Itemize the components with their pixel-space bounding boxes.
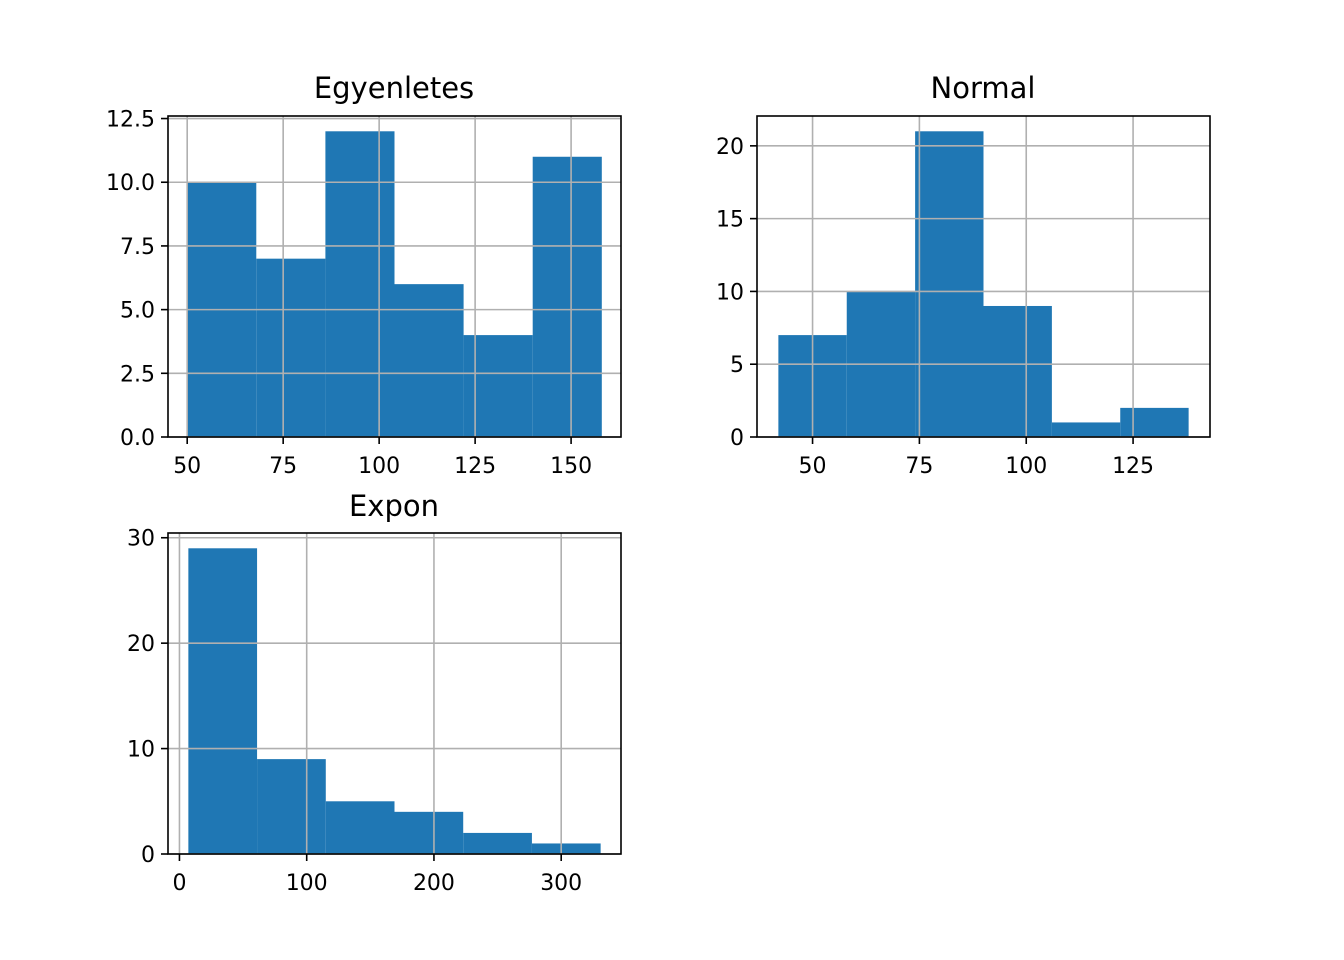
histogram-normal: Normal 50 75 100 125 0 5 10 15 20 [716,71,1211,479]
histogram-expon: Expon 0 100 200 300 0 10 20 30 [127,489,622,896]
y-tick-label-normal-4: 20 [716,135,744,160]
x-tick-label-expon-2: 200 [413,871,455,896]
x-tick-label-egyenletes-4: 150 [550,454,592,479]
y-tick-label-normal-0: 0 [730,426,744,451]
x-tick-label-egyenletes-2: 100 [358,454,400,479]
x-tick-label-normal-3: 125 [1112,454,1154,479]
chart-title-egyenletes: Egyenletes [314,71,474,105]
x-tick-label-expon-1: 100 [286,871,328,896]
bar-expon-0 [188,548,258,854]
bar-normal-2 [915,131,984,438]
bar-egyenletes-2 [325,131,395,438]
bar-normal-3 [983,305,1052,437]
axes-frame-expon [167,532,622,855]
bar-egyenletes-3 [394,284,464,437]
bar-expon-5 [531,843,601,854]
histogram-egyenletes: Egyenletes 50 75 100 125 150 0.0 2.5 5.0 7.5 10.0… [106,71,622,479]
x-tick-label-egyenletes-1: 75 [269,454,297,479]
x-tick-label-expon-3: 300 [540,871,582,896]
bar-expon-3 [394,811,464,854]
y-tick-label-egyenletes-2: 5.0 [120,299,155,324]
bar-egyenletes-4 [463,335,533,437]
y-tick-label-expon-2: 20 [127,632,155,657]
y-tick-label-normal-2: 10 [716,280,744,305]
y-tick-label-egyenletes-5: 12.5 [106,108,155,133]
plot-area-expon: 0 100 200 300 0 10 20 30 [127,527,622,896]
bar-expon-2 [325,801,395,854]
bar-expon-4 [463,832,532,854]
bar-egyenletes-1 [256,258,326,437]
y-tick-label-normal-3: 15 [716,208,744,233]
axes-frame-egyenletes [167,115,622,438]
bar-normal-5 [1120,407,1189,437]
chart-title-expon: Expon [349,489,439,523]
plot-area-normal: 50 75 100 125 0 5 10 15 20 [716,115,1211,479]
y-tick-label-normal-1: 5 [730,353,744,378]
y-tick-label-egyenletes-0: 0.0 [120,426,155,451]
bar-egyenletes-5 [532,156,602,437]
x-tick-label-normal-1: 75 [905,454,933,479]
y-tick-label-egyenletes-4: 10.0 [106,171,155,196]
plot-area-egyenletes: 50 75 100 125 150 0.0 2.5 5.0 7.5 10.0 12.5 [106,108,622,479]
axes-frame-normal [756,115,1211,438]
y-tick-label-expon-1: 10 [127,738,155,763]
chart-title-normal: Normal [931,71,1036,105]
y-tick-label-egyenletes-3: 7.5 [120,235,155,260]
x-tick-label-normal-2: 100 [1005,454,1047,479]
y-tick-label-egyenletes-1: 2.5 [120,362,155,387]
bar-expon-1 [257,759,326,854]
x-tick-label-expon-0: 0 [172,871,186,896]
x-tick-label-egyenletes-0: 50 [173,454,201,479]
y-tick-label-expon-3: 30 [127,527,155,552]
y-tick-label-expon-0: 0 [141,843,155,868]
x-tick-label-normal-0: 50 [799,454,827,479]
bar-normal-4 [1051,422,1121,437]
x-tick-label-egyenletes-3: 125 [454,454,496,479]
